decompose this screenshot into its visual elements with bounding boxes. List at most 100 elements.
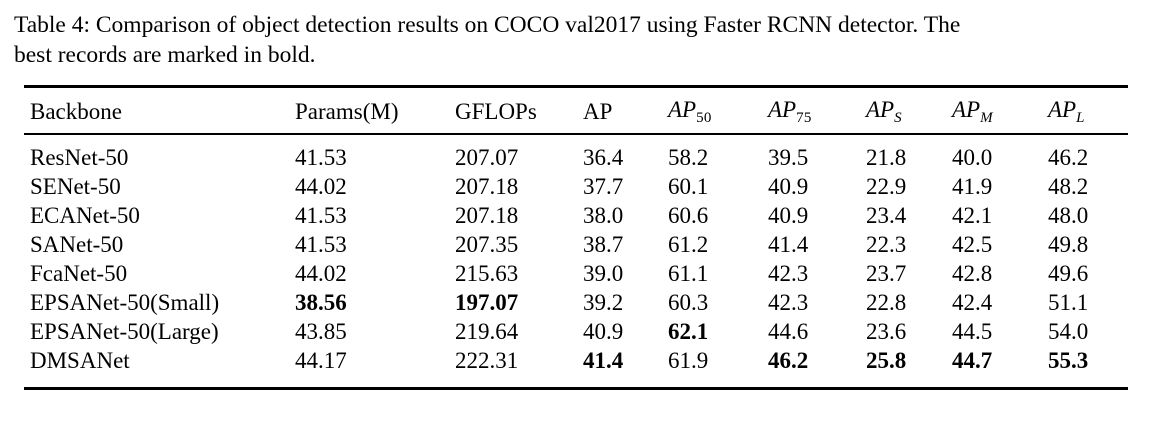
value-cell: 61.1 xyxy=(668,261,709,286)
value-cell: 41.4 xyxy=(583,348,624,373)
value-cell: 61.2 xyxy=(668,232,709,257)
value-cell: 39.5 xyxy=(768,145,809,170)
column-header-ap50: AP50 xyxy=(668,86,768,135)
header-subscript: M xyxy=(980,110,993,126)
value-cell: 42.1 xyxy=(952,203,993,228)
value-cell: 197.07 xyxy=(455,290,519,315)
column-header-params-m-: Params(M) xyxy=(295,86,455,135)
header-label: GFLOPs xyxy=(455,99,537,124)
paper-page: Table 4: Comparison of object detection … xyxy=(0,10,1152,390)
value-cell: 36.4 xyxy=(583,145,624,170)
value-cell: 38.7 xyxy=(583,232,624,257)
value-cell: 46.2 xyxy=(768,348,809,373)
header-label: AP xyxy=(1048,97,1077,122)
value-cell: 42.4 xyxy=(952,290,993,315)
table-row: EPSANet-50(Small) 38.56 197.07 39.2 60.3 42.3… xyxy=(24,288,1128,317)
value-cell: 25.8 xyxy=(866,348,907,373)
value-cell: 207.07 xyxy=(455,145,519,170)
table-row: ECANet-50 41.53 207.18 38.0 60.6 40.9 23.4 42.1… xyxy=(24,201,1128,230)
value-cell: 60.3 xyxy=(668,290,709,315)
header-label: AP xyxy=(768,97,797,122)
backbone-cell: EPSANet-50(Small) xyxy=(30,290,220,315)
table-row: SENet-50 44.02 207.18 37.7 60.1 40.9 22.9 41.9 4… xyxy=(24,172,1128,201)
value-cell: 48.2 xyxy=(1048,174,1089,199)
header-subscript: S xyxy=(894,110,902,126)
value-cell: 23.6 xyxy=(866,319,907,344)
value-cell: 219.64 xyxy=(455,319,519,344)
column-header-ap: AP xyxy=(583,86,668,135)
backbone-cell: EPSANet-50(Large) xyxy=(30,319,219,344)
value-cell: 41.53 xyxy=(295,203,347,228)
header-label: Backbone xyxy=(30,99,122,124)
backbone-cell: ResNet-50 xyxy=(30,145,129,170)
column-header-apm: APM xyxy=(952,86,1048,135)
value-cell: 39.2 xyxy=(583,290,624,315)
header-subscript: L xyxy=(1076,110,1085,126)
value-cell: 23.4 xyxy=(866,203,907,228)
value-cell: 44.02 xyxy=(295,261,347,286)
value-cell: 54.0 xyxy=(1048,319,1089,344)
value-cell: 42.5 xyxy=(952,232,993,257)
table-row: FcaNet-50 44.02 215.63 39.0 61.1 42.3 23.7 42.8… xyxy=(24,259,1128,288)
value-cell: 58.2 xyxy=(668,145,709,170)
value-cell: 51.1 xyxy=(1048,290,1089,315)
backbone-cell: FcaNet-50 xyxy=(30,261,128,286)
header-subscript: 50 xyxy=(696,110,712,126)
value-cell: 215.63 xyxy=(455,261,519,286)
table-row: ResNet-50 41.53 207.07 36.4 58.2 39.5 21.8 40.0… xyxy=(24,134,1128,172)
table-body: ResNet-50 41.53 207.07 36.4 58.2 39.5 21.8 40.0… xyxy=(24,134,1128,389)
value-cell: 49.6 xyxy=(1048,261,1089,286)
table-row: DMSANet 44.17 222.31 41.4 61.9 46.2 25.8 44.7 55… xyxy=(24,346,1128,389)
value-cell: 22.3 xyxy=(866,232,907,257)
header-label: AP xyxy=(952,97,981,122)
value-cell: 49.8 xyxy=(1048,232,1089,257)
value-cell: 23.7 xyxy=(866,261,907,286)
table-row: SANet-50 41.53 207.35 38.7 61.2 41.4 22.3 42.5 4… xyxy=(24,230,1128,259)
table-row: EPSANet-50(Large) 43.85 219.64 40.9 62.1 44.6… xyxy=(24,317,1128,346)
value-cell: 40.0 xyxy=(952,145,993,170)
value-cell: 40.9 xyxy=(768,174,809,199)
value-cell: 42.8 xyxy=(952,261,993,286)
value-cell: 55.3 xyxy=(1048,348,1089,373)
column-header-apl: APL xyxy=(1048,86,1128,135)
value-cell: 44.6 xyxy=(768,319,809,344)
value-cell: 207.18 xyxy=(455,174,519,199)
table-caption: Table 4: Comparison of object detection … xyxy=(14,10,1144,70)
value-cell: 60.1 xyxy=(668,174,709,199)
value-cell: 40.9 xyxy=(583,319,624,344)
value-cell: 21.8 xyxy=(866,145,907,170)
value-cell: 41.9 xyxy=(952,174,993,199)
value-cell: 39.0 xyxy=(583,261,624,286)
value-cell: 46.2 xyxy=(1048,145,1089,170)
column-header-ap75: AP75 xyxy=(768,86,866,135)
column-header-aps: APS xyxy=(866,86,952,135)
value-cell: 48.0 xyxy=(1048,203,1089,228)
value-cell: 222.31 xyxy=(455,348,519,373)
value-cell: 43.85 xyxy=(295,319,347,344)
value-cell: 207.35 xyxy=(455,232,519,257)
value-cell: 61.9 xyxy=(668,348,709,373)
header-label: AP xyxy=(583,99,613,124)
value-cell: 37.7 xyxy=(583,174,624,199)
value-cell: 44.02 xyxy=(295,174,347,199)
caption-line-2: best records are marked in bold. xyxy=(14,42,316,68)
caption-line-1: Table 4: Comparison of object detection … xyxy=(14,12,961,38)
backbone-cell: DMSANet xyxy=(30,348,130,373)
value-cell: 38.0 xyxy=(583,203,624,228)
header-subscript: 75 xyxy=(796,110,812,126)
header-label: AP xyxy=(866,97,895,122)
value-cell: 40.9 xyxy=(768,203,809,228)
value-cell: 42.3 xyxy=(768,261,809,286)
value-cell: 62.1 xyxy=(668,319,709,344)
backbone-cell: SANet-50 xyxy=(30,232,124,257)
backbone-cell: SENet-50 xyxy=(30,174,121,199)
value-cell: 22.8 xyxy=(866,290,907,315)
column-header-gflops: GFLOPs xyxy=(455,86,583,135)
value-cell: 41.53 xyxy=(295,145,347,170)
value-cell: 22.9 xyxy=(866,174,907,199)
table-head: Backbone Params(M) GFLOPs AP AP50 AP75 APS APM A… xyxy=(24,86,1128,135)
value-cell: 42.3 xyxy=(768,290,809,315)
header-label: Params(M) xyxy=(295,99,399,124)
backbone-cell: ECANet-50 xyxy=(30,203,140,228)
value-cell: 207.18 xyxy=(455,203,519,228)
